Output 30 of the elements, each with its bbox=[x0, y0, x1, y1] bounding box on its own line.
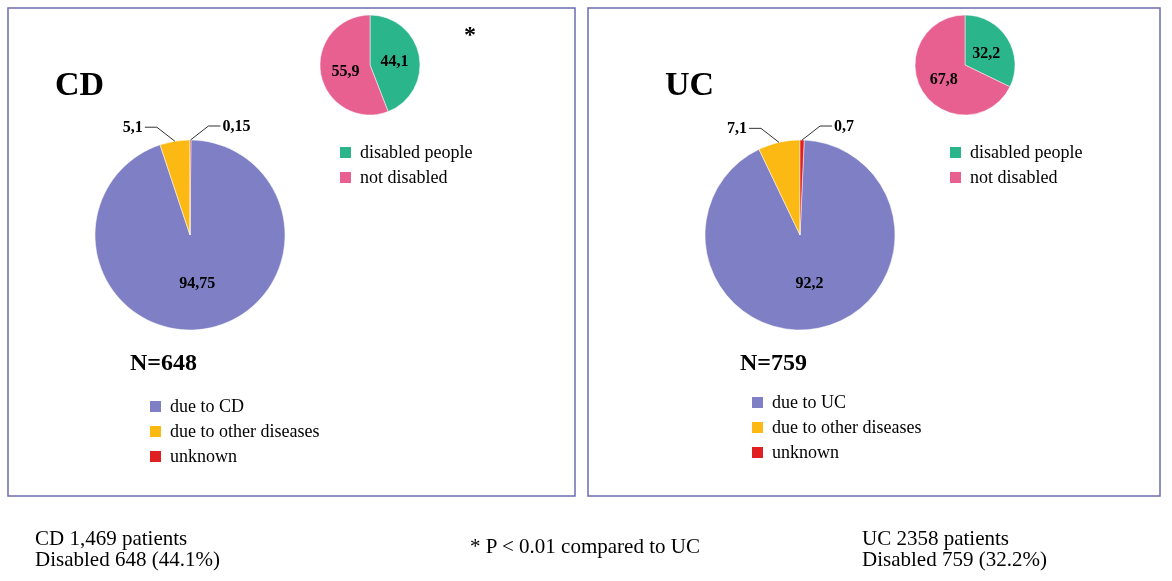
legend-label: disabled people bbox=[360, 142, 473, 162]
text: * P < 0.01 compared to UC bbox=[470, 534, 700, 558]
data-label: 0,7 bbox=[834, 117, 855, 135]
text: N=759 bbox=[740, 349, 808, 375]
data-label: 92,2 bbox=[795, 273, 824, 291]
chart-title: CD bbox=[55, 65, 105, 102]
data-label: 0,15 bbox=[222, 117, 251, 134]
data-label: 55,9 bbox=[331, 61, 360, 79]
legend-label: unknown bbox=[170, 446, 237, 466]
legend-label: not disabled bbox=[360, 167, 448, 187]
text: CD 1,469 patients bbox=[35, 526, 188, 550]
data-label: 44,1 bbox=[380, 52, 409, 70]
pie-slice bbox=[704, 139, 896, 331]
data-label: 32,2 bbox=[972, 43, 1001, 61]
data-label: 94,75 bbox=[179, 273, 216, 291]
legend-label: due to UC bbox=[772, 392, 846, 412]
legend-label: not disabled bbox=[970, 167, 1058, 187]
text: * bbox=[464, 21, 476, 47]
legend-label: due to other diseases bbox=[772, 417, 922, 437]
legend-label: due to other diseases bbox=[170, 421, 320, 441]
data-label: 7,1 bbox=[726, 119, 747, 137]
text: N=648 bbox=[130, 349, 198, 375]
legend-label: due to CD bbox=[170, 396, 244, 416]
data-label: 5,1 bbox=[122, 118, 143, 136]
chart-title: UC bbox=[665, 65, 715, 102]
text: UC 2358 patients bbox=[862, 526, 1009, 550]
legend-label: unknown bbox=[772, 442, 839, 462]
pie-slice bbox=[94, 139, 286, 331]
data-label: 67,8 bbox=[929, 70, 958, 88]
legend-label: disabled people bbox=[970, 142, 1083, 162]
